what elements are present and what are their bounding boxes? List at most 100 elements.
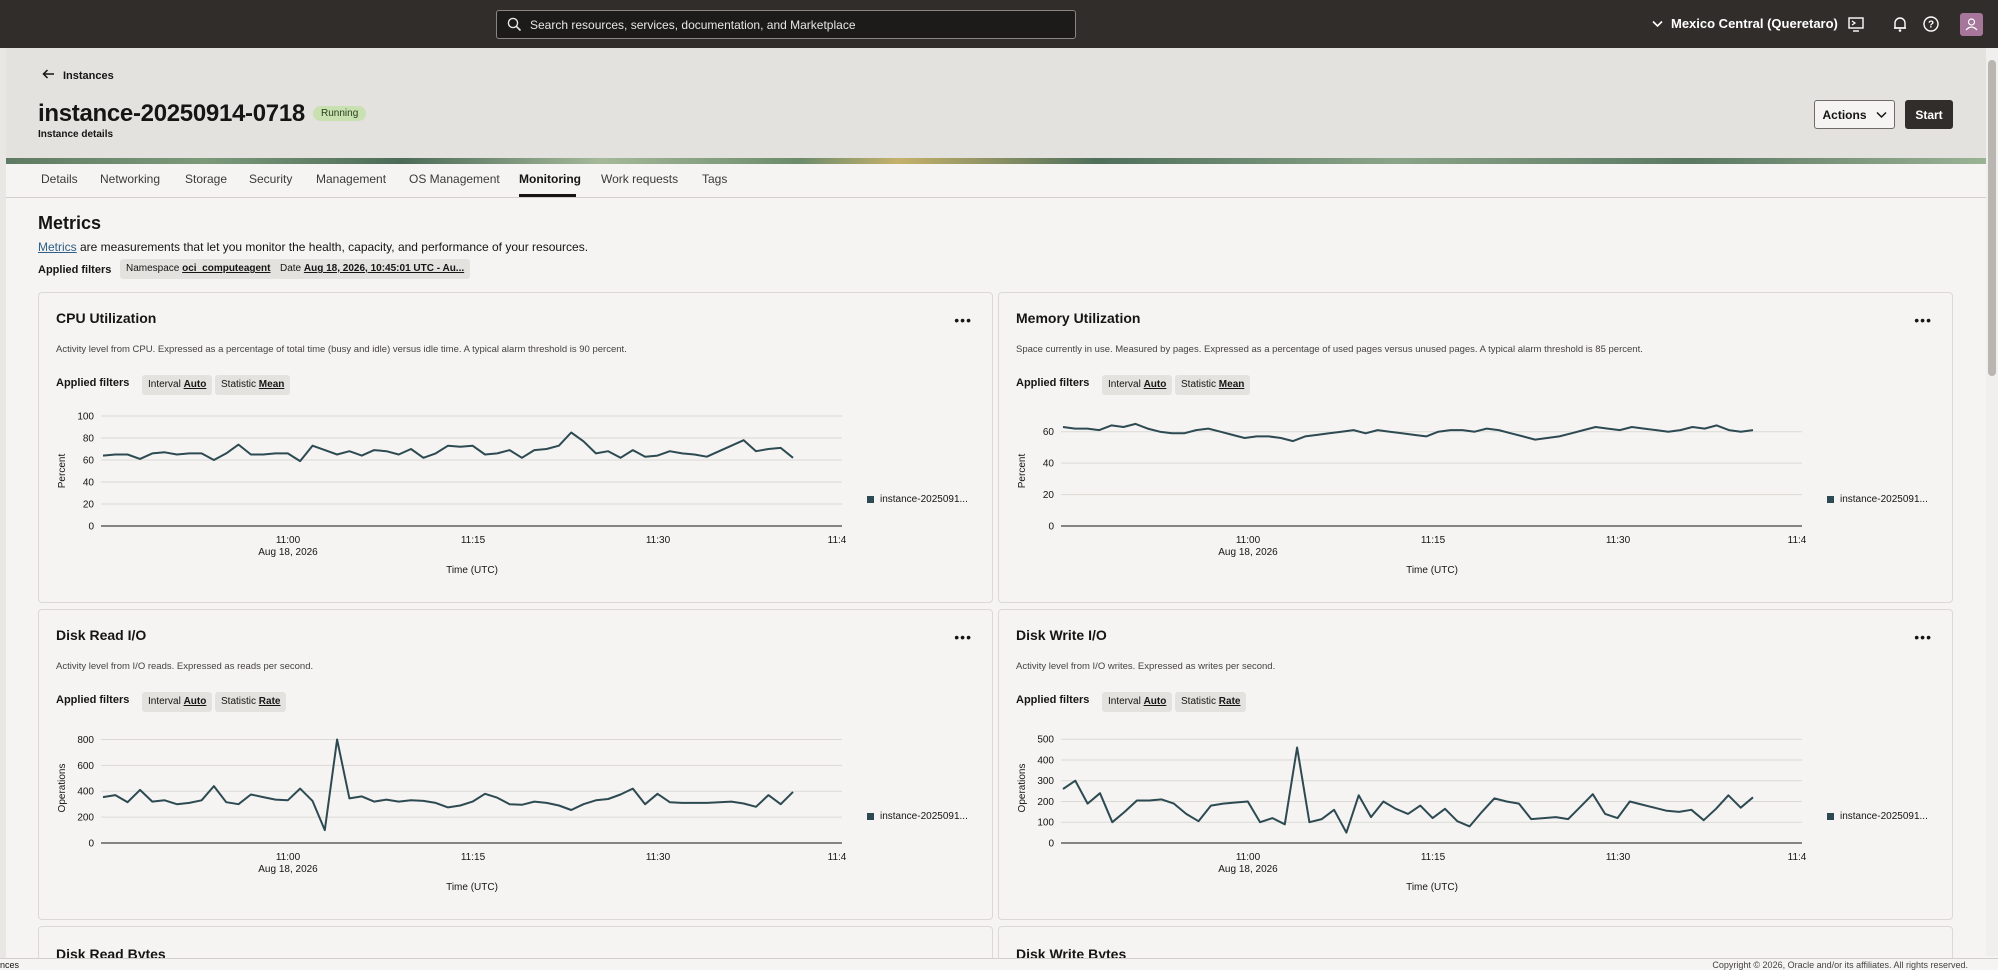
legend-label: instance-2025091... bbox=[880, 494, 968, 505]
filter-chip-namespace[interactable]: Namespace oci_computeagent bbox=[120, 259, 277, 279]
status-badge: Running bbox=[313, 106, 367, 121]
help-icon[interactable]: ? bbox=[1922, 15, 1940, 33]
filter-chip-statistic[interactable]: Statistic Rate bbox=[215, 692, 287, 712]
region-selector[interactable]: Mexico Central (Queretaro) bbox=[1652, 16, 1838, 31]
x-tick-label: 11:15 bbox=[1421, 852, 1446, 863]
applied-filters-label: Applied filters bbox=[1016, 694, 1090, 706]
y-tick-label: 400 bbox=[1037, 755, 1054, 766]
filter-chip-label: Interval bbox=[148, 379, 181, 390]
metric-card-cpu: CPU Utilization ••• Activity level from … bbox=[38, 292, 993, 603]
chevron-down-icon bbox=[1875, 108, 1887, 122]
chart-legend: instance-2025091... bbox=[1827, 811, 1928, 822]
x-tick-sublabel: Aug 18, 2026 bbox=[1218, 864, 1278, 875]
back-link[interactable]: Instances bbox=[42, 69, 114, 82]
applied-filters-label: Applied filters bbox=[56, 377, 130, 389]
more-options-icon[interactable]: ••• bbox=[1914, 312, 1932, 328]
applied-filters-label: Applied filters bbox=[56, 694, 130, 706]
arrow-left-icon bbox=[42, 69, 55, 82]
x-axis-label: Time (UTC) bbox=[1406, 882, 1458, 893]
applied-filters-label: Applied filters bbox=[1016, 377, 1090, 389]
tab-monitoring[interactable]: Monitoring bbox=[519, 172, 581, 186]
x-tick-label: 11:4 bbox=[1788, 852, 1807, 863]
line-chart: 0 200 400 600 800 11:00 11:15 11:30 11:4 Aug 18, … bbox=[57, 735, 847, 893]
y-axis-label: Operations bbox=[1017, 764, 1028, 813]
filter-chip-interval[interactable]: Interval Auto bbox=[142, 375, 213, 395]
filter-chip-label: Interval bbox=[1108, 379, 1141, 390]
actions-button[interactable]: Actions bbox=[1814, 100, 1895, 129]
legend-swatch bbox=[867, 496, 874, 503]
filter-chip-value: Auto bbox=[183, 379, 207, 390]
x-tick-label: 11:15 bbox=[461, 852, 486, 863]
metrics-link[interactable]: Metrics bbox=[38, 240, 77, 254]
y-tick-label: 60 bbox=[1043, 427, 1055, 438]
y-tick-label: 300 bbox=[1037, 776, 1054, 787]
legend-swatch bbox=[1827, 496, 1834, 503]
card-title: CPU Utilization bbox=[56, 310, 157, 326]
filter-chip-label: Statistic bbox=[221, 379, 257, 390]
x-tick-label: 11:30 bbox=[646, 852, 671, 863]
search-input[interactable]: Search resources, services, documentatio… bbox=[496, 10, 1076, 39]
legend-label: instance-2025091... bbox=[880, 811, 968, 822]
y-tick-label: 600 bbox=[77, 761, 94, 772]
filter-chip-value: Auto bbox=[183, 696, 207, 707]
bell-icon[interactable] bbox=[1891, 15, 1909, 33]
cloud-shell-icon[interactable] bbox=[1847, 15, 1865, 33]
x-axis-label: Time (UTC) bbox=[1406, 565, 1458, 576]
filter-chip-interval[interactable]: Interval Auto bbox=[1102, 375, 1173, 395]
filter-chip-interval[interactable]: Interval Auto bbox=[1102, 692, 1173, 712]
y-tick-label: 40 bbox=[83, 478, 95, 489]
tab-bar bbox=[6, 164, 1988, 198]
start-button[interactable]: Start bbox=[1905, 100, 1953, 129]
x-axis-label: Time (UTC) bbox=[446, 882, 498, 893]
series-line bbox=[1062, 422, 1754, 443]
footer: nces Copyright © 2026, Oracle and/or its… bbox=[0, 958, 1998, 970]
tab-tags[interactable]: Tags bbox=[702, 172, 728, 186]
x-tick-label: 11:00 bbox=[1236, 535, 1261, 546]
filter-chip-statistic[interactable]: Statistic Rate bbox=[1175, 692, 1247, 712]
filter-chip-statistic[interactable]: Statistic Mean bbox=[1175, 375, 1251, 395]
tab-details[interactable]: Details bbox=[41, 172, 78, 186]
scrollbar-thumb[interactable] bbox=[1988, 60, 1996, 376]
x-tick-label: 11:00 bbox=[276, 852, 301, 863]
filter-chip-date[interactable]: Date Aug 18, 2026, 10:45:01 UTC - Au... bbox=[274, 259, 471, 279]
y-axis-label: Percent bbox=[57, 454, 68, 489]
x-tick-label: 11:4 bbox=[828, 852, 847, 863]
y-tick-label: 40 bbox=[1043, 459, 1055, 470]
more-options-icon[interactable]: ••• bbox=[954, 629, 972, 645]
page-header bbox=[6, 48, 1988, 158]
line-chart: 0 20 40 60 11:00 11:15 11:30 11:4 Aug 18, 2026 Ti… bbox=[1017, 422, 1807, 576]
more-options-icon[interactable]: ••• bbox=[1914, 629, 1932, 645]
y-tick-label: 0 bbox=[88, 522, 94, 533]
more-options-icon[interactable]: ••• bbox=[954, 312, 972, 328]
line-chart: 0 100 200 300 400 500 11:00 11:15 11:30 11:4 Aug 1… bbox=[1017, 735, 1807, 893]
y-tick-label: 800 bbox=[77, 735, 94, 746]
filter-chip-label: Statistic bbox=[1181, 696, 1217, 707]
tab-security[interactable]: Security bbox=[249, 172, 293, 186]
tab-work-requests[interactable]: Work requests bbox=[601, 172, 679, 186]
metric-card-disk-write-io: Disk Write I/O ••• Activity level from I… bbox=[998, 609, 1953, 920]
filter-chip-value: Auto bbox=[1143, 696, 1167, 707]
card-description: Space currently in use. Measured by page… bbox=[1016, 344, 1643, 355]
tab-management[interactable]: Management bbox=[316, 172, 387, 186]
filter-chip-interval[interactable]: Interval Auto bbox=[142, 692, 213, 712]
region-label: Mexico Central (Queretaro) bbox=[1671, 16, 1838, 31]
avatar[interactable] bbox=[1960, 13, 1983, 36]
legend-swatch bbox=[1827, 813, 1834, 820]
x-tick-label: 11:15 bbox=[1421, 535, 1446, 546]
y-tick-label: 0 bbox=[1048, 522, 1054, 533]
x-tick-label: 11:30 bbox=[1606, 535, 1631, 546]
chart-legend: instance-2025091... bbox=[867, 811, 968, 822]
tab-os-management[interactable]: OS Management bbox=[409, 172, 500, 186]
footer-left-text: nces bbox=[0, 960, 20, 970]
filter-chip-statistic[interactable]: Statistic Mean bbox=[215, 375, 291, 395]
card-title: Memory Utilization bbox=[1016, 310, 1141, 326]
tab-networking[interactable]: Networking bbox=[100, 172, 161, 186]
tab-storage[interactable]: Storage bbox=[185, 172, 228, 186]
x-tick-label: 11:4 bbox=[1788, 535, 1807, 546]
line-chart: 0 20 40 60 80 100 11:00 11:15 11:30 11:4 Aug 18, 2… bbox=[57, 412, 847, 577]
y-tick-label: 0 bbox=[1048, 839, 1054, 850]
page-title: instance-20250914-0718 bbox=[38, 100, 305, 127]
card-description: Activity level from CPU. Expressed as a … bbox=[56, 344, 627, 355]
back-link-label: Instances bbox=[63, 69, 114, 82]
section-title: Metrics bbox=[38, 213, 102, 233]
